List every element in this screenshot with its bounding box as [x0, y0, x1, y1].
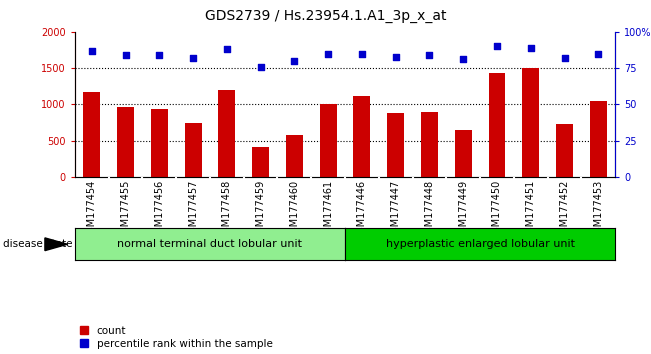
- Text: disease state: disease state: [3, 239, 73, 249]
- Bar: [353, 96, 370, 177]
- Bar: [320, 104, 337, 177]
- Text: GSM177454: GSM177454: [87, 179, 97, 239]
- Bar: [286, 135, 303, 177]
- Point: [120, 52, 131, 58]
- Bar: [218, 90, 235, 177]
- Text: GSM177461: GSM177461: [323, 179, 333, 239]
- Text: hyperplastic enlarged lobular unit: hyperplastic enlarged lobular unit: [385, 239, 575, 249]
- Bar: [117, 107, 134, 177]
- Text: GSM177452: GSM177452: [560, 179, 570, 239]
- Point: [492, 44, 502, 49]
- Point: [87, 48, 97, 53]
- Bar: [252, 147, 269, 177]
- Point: [391, 54, 401, 59]
- Polygon shape: [45, 238, 68, 251]
- Point: [289, 58, 299, 64]
- Bar: [522, 68, 539, 177]
- Text: GDS2739 / Hs.23954.1.A1_3p_x_at: GDS2739 / Hs.23954.1.A1_3p_x_at: [205, 9, 446, 23]
- Text: GSM177450: GSM177450: [492, 179, 502, 239]
- Point: [458, 57, 469, 62]
- Text: GSM177449: GSM177449: [458, 179, 468, 239]
- Text: GSM177458: GSM177458: [222, 179, 232, 239]
- Text: GSM177457: GSM177457: [188, 179, 198, 239]
- Text: normal terminal duct lobular unit: normal terminal duct lobular unit: [117, 239, 303, 249]
- Point: [323, 51, 333, 57]
- Bar: [185, 123, 202, 177]
- Point: [255, 64, 266, 69]
- Text: GSM177446: GSM177446: [357, 179, 367, 239]
- Point: [188, 55, 199, 61]
- Point: [559, 55, 570, 61]
- Point: [357, 51, 367, 57]
- Point: [593, 51, 603, 57]
- Text: GSM177459: GSM177459: [256, 179, 266, 239]
- Bar: [590, 101, 607, 177]
- Text: GSM177456: GSM177456: [154, 179, 164, 239]
- Legend: count, percentile rank within the sample: count, percentile rank within the sample: [80, 326, 273, 349]
- Bar: [488, 73, 505, 177]
- Point: [424, 52, 435, 58]
- Bar: [387, 113, 404, 177]
- Text: GSM177448: GSM177448: [424, 179, 434, 239]
- Bar: [455, 130, 472, 177]
- Text: GSM177451: GSM177451: [526, 179, 536, 239]
- Bar: [556, 124, 573, 177]
- Point: [221, 46, 232, 52]
- Bar: [83, 92, 100, 177]
- Point: [525, 45, 536, 51]
- Bar: [151, 109, 168, 177]
- Text: GSM177453: GSM177453: [593, 179, 603, 239]
- Text: GSM177460: GSM177460: [290, 179, 299, 239]
- Bar: [421, 112, 438, 177]
- Point: [154, 52, 165, 58]
- Text: GSM177447: GSM177447: [391, 179, 400, 239]
- Text: GSM177455: GSM177455: [120, 179, 130, 239]
